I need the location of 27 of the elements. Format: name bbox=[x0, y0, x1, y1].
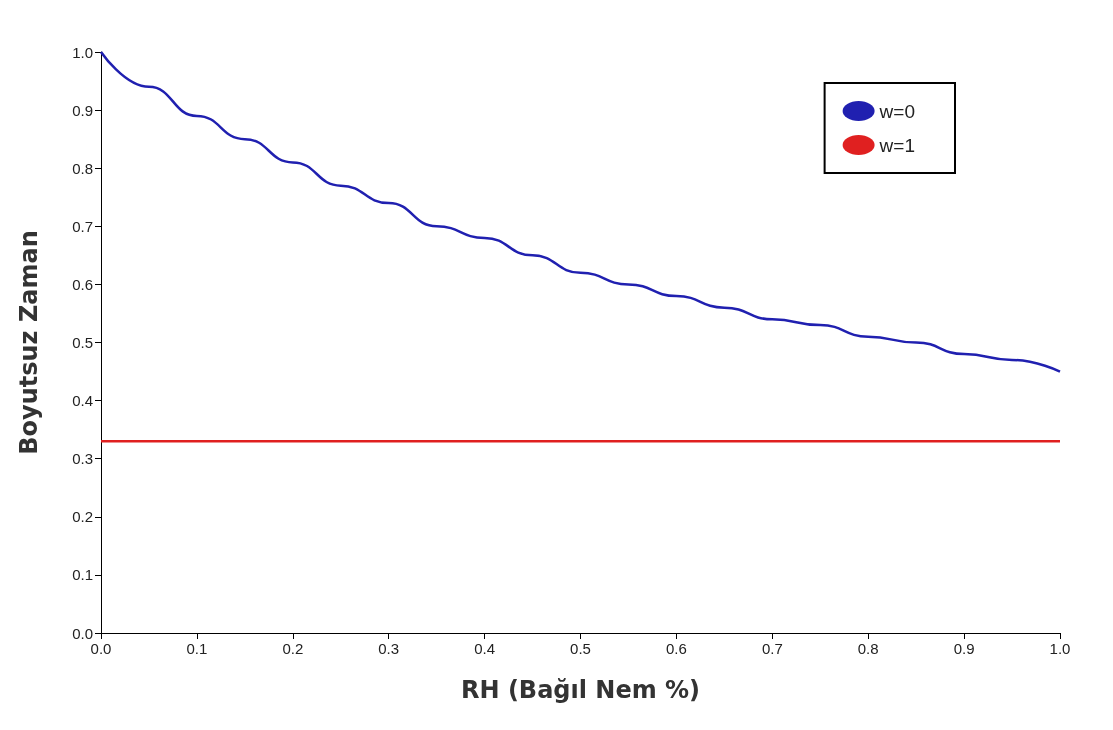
y-axis-title: Boyutsuz Zaman bbox=[15, 230, 43, 455]
y-tick-label: 0.4 bbox=[72, 392, 93, 410]
y-tick-label: 0.5 bbox=[72, 334, 93, 351]
x-tick-label: 0.1 bbox=[186, 640, 208, 657]
line-series bbox=[99, 50, 1062, 373]
y-tick-label: 0.7 bbox=[72, 217, 93, 235]
x-tick-label: 0.7 bbox=[761, 640, 783, 657]
y-tick-label: 0.9 bbox=[72, 101, 93, 119]
y-tick-label: 0.2 bbox=[72, 508, 93, 526]
x-tick-label: 0.2 bbox=[282, 640, 304, 657]
y-tick-label: 0.6 bbox=[72, 275, 93, 293]
y-tick-label: 0.3 bbox=[72, 450, 93, 468]
y-tick-label: 0.1 bbox=[72, 566, 93, 584]
x-tick-label: 1.0 bbox=[1049, 640, 1071, 657]
x-tick-label: 0.9 bbox=[953, 640, 975, 657]
x-tick-label: 0.8 bbox=[857, 640, 879, 657]
x-tick-label: 0.3 bbox=[378, 640, 400, 657]
y-tick-label: 0.8 bbox=[72, 159, 93, 177]
x-tick-label: 0.0 bbox=[90, 640, 112, 657]
x-tick-label: 0.4 bbox=[474, 640, 496, 657]
x-tick-label: 0.6 bbox=[665, 640, 687, 657]
x-axis-title: RH (Bağıl Nem %) bbox=[460, 676, 701, 704]
y-tick-label: 0.0 bbox=[72, 624, 93, 642]
x-tick-label: 0.5 bbox=[570, 640, 591, 657]
legend-label: w=1 bbox=[878, 134, 916, 156]
y-tick-label: 1.0 bbox=[72, 43, 93, 61]
legend-label: w=0 bbox=[878, 100, 916, 122]
